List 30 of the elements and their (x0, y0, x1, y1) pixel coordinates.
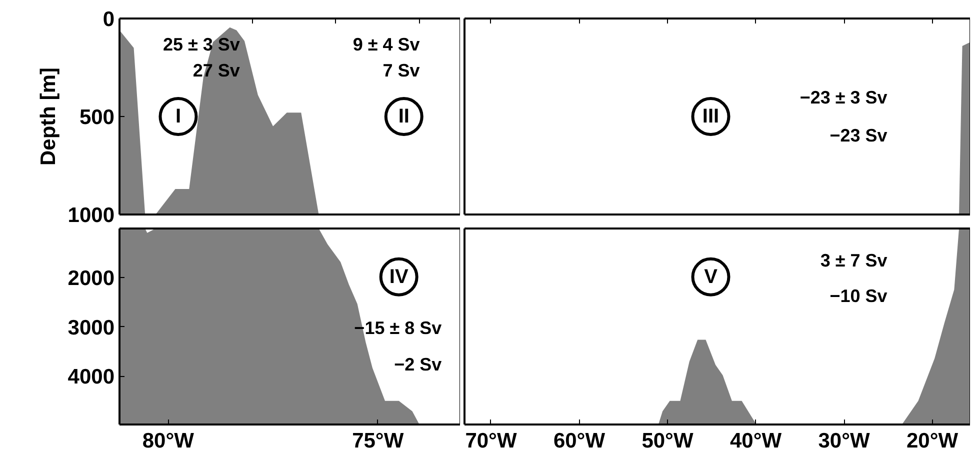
annotation: 9 ± 4 Sv (352, 34, 420, 54)
y-tick-label: 1000 (68, 204, 114, 227)
annotation: −15 ± 8 Sv (354, 318, 442, 338)
annotation: II (398, 106, 410, 128)
y-axis-title: Depth [m] (36, 67, 60, 166)
annotation: −2 Sv (394, 354, 442, 374)
x-tick-label: 40°W (730, 430, 782, 452)
annotation: −23 Sv (830, 126, 888, 146)
y-tick-label: 500 (79, 106, 115, 129)
x-tick-label: 70°W (465, 430, 517, 452)
annotation: V (704, 266, 718, 288)
annotation: 3 ± 7 Sv (820, 250, 888, 271)
annotation: −23 ± 3 Sv (800, 87, 888, 108)
y-tick-label: 2000 (68, 267, 114, 290)
x-tick-label: 50°W (642, 430, 694, 452)
x-tick-label: 75°W (352, 430, 404, 452)
x-tick-label: 30°W (818, 430, 870, 452)
annotation: 25 ± 3 Sv (162, 34, 240, 54)
annotation: 27 Sv (192, 60, 240, 80)
y-tick-label: 0 (102, 8, 115, 31)
annotation: −10 Sv (830, 286, 888, 306)
x-tick-label: 80°W (142, 430, 194, 452)
y-tick-label: 3000 (68, 316, 114, 340)
y-tick-label: 4000 (68, 366, 114, 389)
x-tick-label: 20°W (906, 430, 958, 452)
annotation: I (175, 106, 182, 128)
x-tick-label: 60°W (553, 430, 606, 452)
annotation: III (702, 106, 720, 128)
annotation: IV (389, 266, 409, 288)
annotation: 7 Sv (382, 60, 420, 80)
